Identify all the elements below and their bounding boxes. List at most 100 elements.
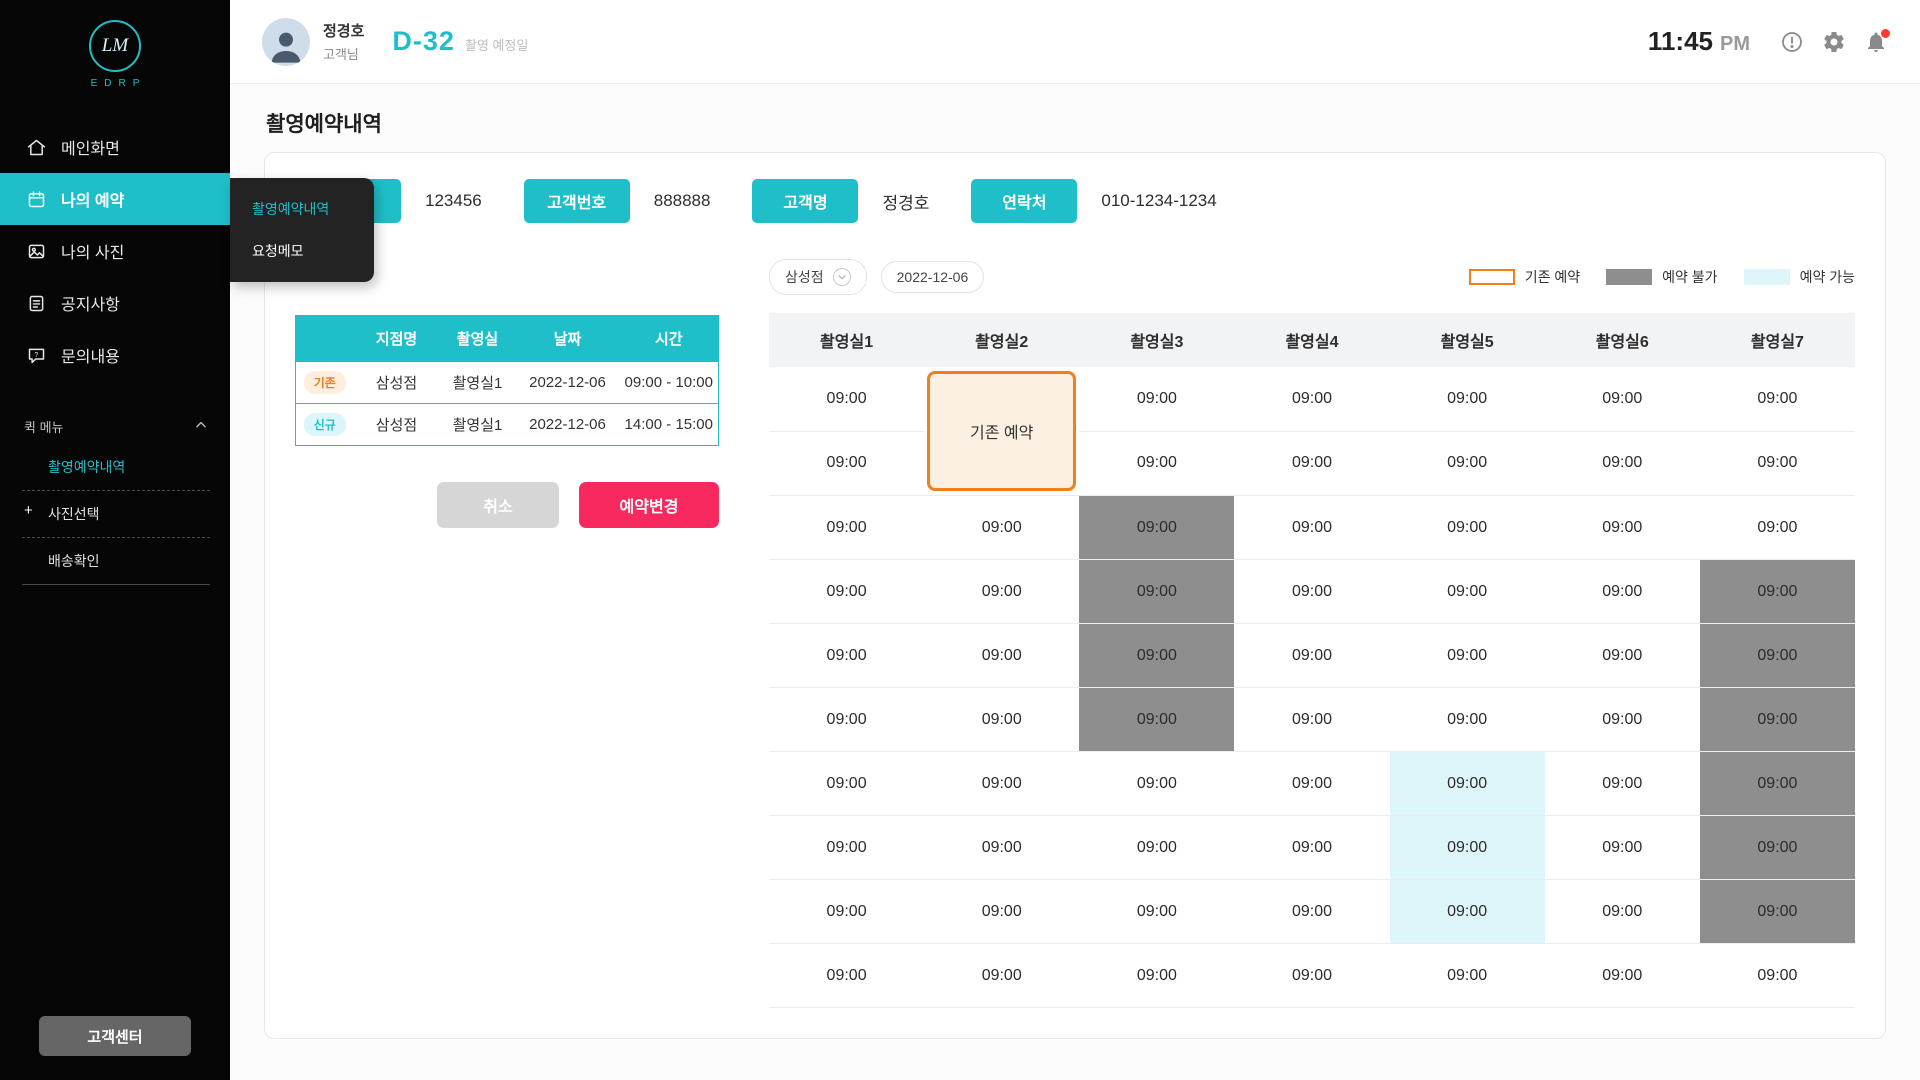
customer-center-button[interactable]: 고객센터 [39,1016,191,1056]
change-reservation-button[interactable]: 예약변경 [579,482,719,528]
schedule-cell-unavailable[interactable]: 09:00 [1079,559,1235,624]
schedule-cell-available[interactable]: 09:00 [1389,879,1545,944]
quick-menu-item[interactable]: 배송확인 [22,542,210,580]
schedule-cell[interactable]: 09:00 [769,943,925,1008]
schedule-cell-unavailable[interactable]: 09:00 [1699,623,1855,688]
flyout-item[interactable]: 요청메모 [252,243,304,259]
schedule-cell[interactable]: 09:00 [924,495,1080,560]
schedule-cell-available[interactable]: 09:00 [1389,751,1545,816]
booking-row[interactable]: 기존 삼성점 촬영실1 2022-12-06 09:00 - 10:00 [295,361,719,404]
filter-button[interactable]: 고객번호 [523,179,630,223]
schedule-cell[interactable]: 09:00 [924,815,1080,880]
schedule-cell[interactable]: 09:00 [1389,495,1545,560]
schedule-cell-unavailable[interactable]: 09:00 [1699,751,1855,816]
schedule-cell[interactable]: 09:00 [1079,751,1235,816]
schedule-cell[interactable]: 09:00 [1234,431,1390,497]
schedule-cell-unavailable[interactable]: 09:00 [1079,495,1235,560]
booking-row[interactable]: 신규 삼성점 촬영실1 2022-12-06 14:00 - 15:00 [295,403,719,446]
schedule-cell[interactable]: 09:00 [924,879,1080,944]
schedule-body: 09:00 기존 예약 09:00 09:00 09:00 09:00 09:00 09:00… [769,367,1855,1008]
sidebar-item[interactable]: 공지사항 [0,277,230,329]
user-block: 정경호 고객님 [323,20,364,63]
schedule-cell[interactable]: 09:00 [1699,943,1855,1008]
schedule-column-header: 촬영실2 [924,313,1080,367]
flyout-item[interactable]: 촬영예약내역 [252,201,330,217]
schedule-cell-unavailable[interactable]: 09:00 [1699,879,1855,944]
schedule-cell[interactable]: 09:00 [1234,559,1390,624]
schedule-cell[interactable]: 09:00 [769,495,925,560]
branch-select[interactable]: 삼성점 [769,259,867,295]
schedule-cell-unavailable[interactable]: 09:00 [1699,687,1855,752]
schedule-cell[interactable]: 09:00 [1544,879,1700,944]
schedule-cell[interactable]: 09:00 [769,623,925,688]
schedule-cell[interactable]: 09:00 [769,367,925,432]
schedule-cell-unavailable[interactable]: 09:00 [1079,687,1235,752]
schedule-cell[interactable]: 09:00 [769,559,925,624]
sidebar-item[interactable]: ? 문의내용 [0,329,230,381]
schedule-cell[interactable]: 09:00 [1079,815,1235,880]
schedule-cell[interactable]: 09:00 [1699,495,1855,560]
schedule-cell[interactable]: 09:00 [769,879,925,944]
schedule-cell[interactable]: 09:00 [1079,367,1235,432]
schedule-cell[interactable]: 09:00 [924,559,1080,624]
schedule-cell[interactable]: 09:00 [769,815,925,880]
cancel-button[interactable]: 취소 [437,482,559,528]
schedule-cell-existing[interactable]: 기존 예약 [924,367,1080,496]
schedule-cell[interactable]: 09:00 [1544,559,1700,624]
sidebar-item[interactable]: 메인화면 [0,121,230,173]
alert-icon[interactable] [1780,30,1804,54]
schedule-cell[interactable]: 09:00 [1234,367,1390,432]
schedule-cell[interactable]: 09:00 [924,623,1080,688]
schedule-cell[interactable]: 09:00 [1389,687,1545,752]
status-badge: 기존 [303,370,346,394]
schedule-cell[interactable]: 09:00 [1079,879,1235,944]
schedule-cell[interactable]: 09:00 [1389,367,1545,432]
filter-button[interactable]: 고객명 [752,179,859,223]
schedule-cell[interactable]: 09:00 [1389,431,1545,497]
schedule-cell[interactable]: 09:00 [1544,751,1700,816]
schedule-cell[interactable]: 09:00 [1234,751,1390,816]
gear-icon[interactable] [1822,30,1846,54]
sidebar-item[interactable]: 나의 사진 [0,225,230,277]
schedule-cell[interactable]: 09:00 [1544,815,1700,880]
avatar[interactable] [262,17,310,66]
quick-menu-title: 퀵 메뉴 [24,420,64,435]
schedule-cell[interactable]: 09:00 [1234,943,1390,1008]
schedule-cell[interactable]: 09:00 [924,687,1080,752]
schedule-cell[interactable]: 09:00 [1544,367,1700,432]
schedule-cell[interactable]: 09:00 [1079,431,1235,497]
schedule-cell-unavailable[interactable]: 09:00 [1699,559,1855,624]
schedule-cell[interactable]: 09:00 [1544,431,1700,497]
schedule-cell[interactable]: 09:00 [1389,943,1545,1008]
schedule-cell[interactable]: 09:00 [1544,495,1700,560]
bell-icon[interactable] [1864,28,1890,54]
schedule-cell[interactable]: 09:00 [769,687,925,752]
quick-menu-item[interactable]: + 사진선택 [22,495,210,533]
plus-icon[interactable]: + [24,502,33,519]
schedule-cell-unavailable[interactable]: 09:00 [1699,815,1855,880]
schedule-cell[interactable]: 09:00 [1699,431,1855,497]
schedule-cell[interactable]: 09:00 [1234,495,1390,560]
schedule-cell[interactable]: 09:00 [1234,623,1390,688]
schedule-cell[interactable]: 09:00 [1079,943,1235,1008]
schedule-cell-available[interactable]: 09:00 [1389,815,1545,880]
filter-button[interactable]: 연락처 [971,179,1078,223]
schedule-cell[interactable]: 09:00 [1389,559,1545,624]
schedule-cell[interactable]: 09:00 [1234,687,1390,752]
schedule-cell[interactable]: 09:00 [924,943,1080,1008]
schedule-cell[interactable]: 09:00 [1234,879,1390,944]
sidebar-item[interactable]: 나의 예약 [0,173,230,225]
date-chip[interactable]: 2022-12-06 [880,261,985,293]
schedule-cell[interactable]: 09:00 [1234,815,1390,880]
schedule-cell[interactable]: 09:00 [769,431,925,497]
schedule-cell-unavailable[interactable]: 09:00 [1079,623,1235,688]
schedule-cell[interactable]: 09:00 [769,751,925,816]
schedule-cell[interactable]: 09:00 [1389,623,1545,688]
schedule-cell[interactable]: 09:00 [1544,687,1700,752]
quick-menu-item[interactable]: 촬영예약내역 [22,448,210,486]
schedule-cell[interactable]: 09:00 [1544,623,1700,688]
schedule-cell[interactable]: 09:00 [1544,943,1700,1008]
schedule-cell[interactable]: 09:00 [924,751,1080,816]
quick-menu-header[interactable]: 퀵 메뉴 [22,417,210,448]
schedule-cell[interactable]: 09:00 [1699,367,1855,432]
